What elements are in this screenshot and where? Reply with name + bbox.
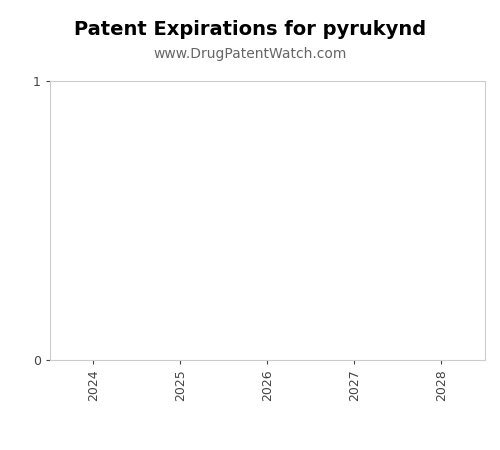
Text: Patent Expirations for pyrukynd: Patent Expirations for pyrukynd	[74, 20, 426, 39]
Text: www.DrugPatentWatch.com: www.DrugPatentWatch.com	[154, 47, 346, 61]
